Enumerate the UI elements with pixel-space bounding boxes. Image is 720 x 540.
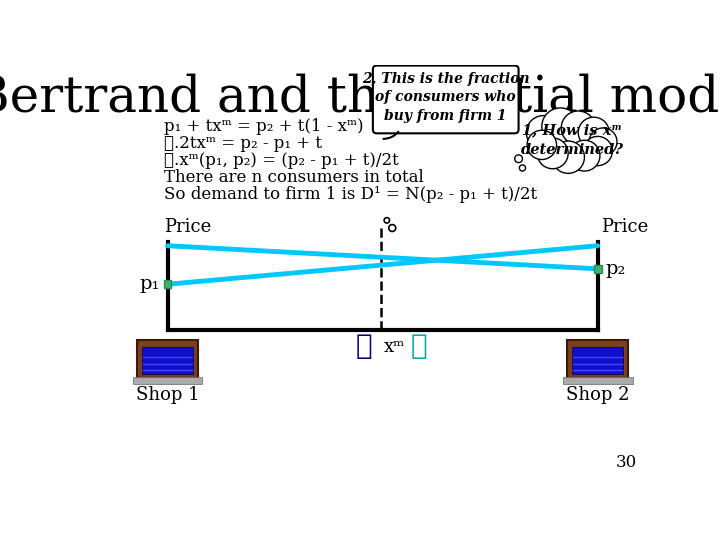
Text: 🚶: 🚶 — [355, 332, 372, 360]
FancyBboxPatch shape — [142, 347, 193, 374]
Text: Price: Price — [163, 218, 211, 236]
Circle shape — [583, 137, 612, 166]
Circle shape — [389, 225, 396, 232]
Circle shape — [537, 138, 568, 168]
Circle shape — [569, 140, 600, 171]
FancyBboxPatch shape — [373, 65, 518, 133]
Text: There are n consumers in total: There are n consumers in total — [163, 168, 423, 186]
Text: p₁ + txᵐ = p₂ + t(1 - xᵐ): p₁ + txᵐ = p₂ + t(1 - xᵐ) — [163, 118, 364, 135]
Circle shape — [589, 128, 617, 156]
Circle shape — [542, 108, 579, 145]
Circle shape — [527, 130, 557, 159]
Circle shape — [384, 218, 390, 223]
Circle shape — [561, 111, 595, 145]
Circle shape — [515, 155, 523, 163]
Text: 1, How is xᵐ
determined?: 1, How is xᵐ determined? — [521, 124, 624, 157]
Circle shape — [526, 116, 560, 150]
Text: xᵐ: xᵐ — [384, 339, 405, 356]
Text: 30: 30 — [616, 454, 637, 471]
Circle shape — [519, 165, 526, 171]
FancyBboxPatch shape — [594, 265, 601, 273]
Text: Bertrand and the spatial model: Bertrand and the spatial model — [0, 74, 720, 124]
FancyBboxPatch shape — [132, 377, 202, 383]
Text: 2, This is the fraction
of consumers who
buy from firm 1: 2, This is the fraction of consumers who… — [362, 72, 529, 123]
Text: 🏃: 🏃 — [411, 332, 428, 360]
Text: Price: Price — [601, 218, 649, 236]
Circle shape — [578, 117, 609, 148]
FancyBboxPatch shape — [572, 347, 624, 374]
Text: Shop 1: Shop 1 — [135, 386, 199, 404]
Circle shape — [552, 141, 585, 173]
Text: p₂: p₂ — [606, 260, 626, 278]
FancyBboxPatch shape — [563, 377, 632, 383]
FancyBboxPatch shape — [567, 340, 628, 378]
Text: Shop 2: Shop 2 — [566, 386, 629, 404]
FancyBboxPatch shape — [138, 340, 198, 378]
Text: ∴.xᵐ(p₁, p₂) = (p₂ - p₁ + t)/2t: ∴.xᵐ(p₁, p₂) = (p₂ - p₁ + t)/2t — [163, 152, 398, 169]
Text: ∴.2txᵐ = p₂ - p₁ + t: ∴.2txᵐ = p₂ - p₁ + t — [163, 135, 322, 152]
Text: p₁: p₁ — [140, 275, 160, 293]
Text: So demand to firm 1 is D¹ = N(p₂ - p₁ + t)/2t: So demand to firm 1 is D¹ = N(p₂ - p₁ + … — [163, 186, 536, 202]
FancyBboxPatch shape — [163, 280, 171, 288]
